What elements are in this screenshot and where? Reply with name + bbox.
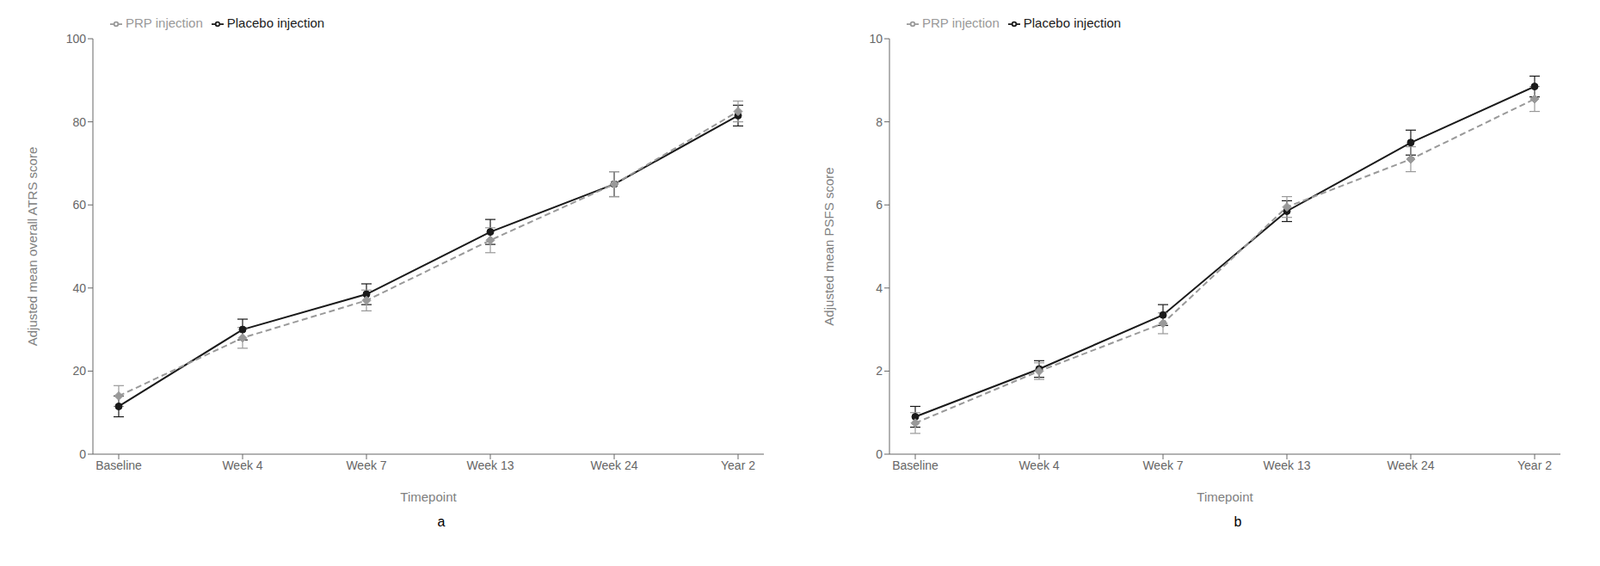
svg-text:6: 6 bbox=[875, 197, 883, 212]
svg-text:Adjusted mean overall ATRS sco: Adjusted mean overall ATRS score bbox=[24, 147, 40, 347]
svg-text:40: 40 bbox=[72, 281, 87, 296]
svg-text:Baseline: Baseline bbox=[892, 458, 939, 473]
svg-text:20: 20 bbox=[72, 363, 87, 378]
svg-text:10: 10 bbox=[868, 31, 883, 46]
svg-text:Year 2: Year 2 bbox=[1517, 458, 1552, 473]
svg-text:8: 8 bbox=[875, 115, 883, 130]
svg-text:Week 4: Week 4 bbox=[1018, 458, 1059, 473]
svg-text:Year 2: Year 2 bbox=[720, 458, 756, 473]
svg-text:0: 0 bbox=[875, 447, 883, 462]
html-text:Placebo injection: Placebo injection bbox=[1023, 15, 1122, 31]
svg-text:60: 60 bbox=[72, 197, 87, 212]
svg-text:4: 4 bbox=[875, 281, 883, 296]
svg-text:Week 7: Week 7 bbox=[1142, 458, 1183, 473]
svg-text:Week 13: Week 13 bbox=[467, 458, 515, 473]
svg-text:Adjusted mean PSFS score: Adjusted mean PSFS score bbox=[821, 166, 837, 326]
svg-text:Timepoint: Timepoint bbox=[1196, 489, 1254, 505]
svg-text:Timepoint: Timepoint bbox=[400, 489, 457, 505]
svg-text:Week 4: Week 4 bbox=[221, 458, 263, 473]
svg-text:Week 7: Week 7 bbox=[345, 458, 387, 473]
svg-text:2: 2 bbox=[875, 363, 883, 378]
html-text:a: a bbox=[437, 514, 446, 530]
html-text:b: b bbox=[1233, 514, 1242, 530]
svg-text:0: 0 bbox=[79, 447, 87, 462]
html-text:Placebo injection: Placebo injection bbox=[226, 15, 325, 31]
svg-text:Baseline: Baseline bbox=[95, 458, 142, 473]
svg-text:Week 24: Week 24 bbox=[590, 458, 639, 473]
svg-text:80: 80 bbox=[72, 115, 87, 130]
svg-text:Week 24: Week 24 bbox=[1387, 458, 1435, 473]
svg-text:100: 100 bbox=[66, 31, 87, 46]
html-text:PRP injection: PRP injection bbox=[125, 15, 203, 31]
svg-text:Week 13: Week 13 bbox=[1263, 458, 1311, 473]
html-text:PRP injection: PRP injection bbox=[922, 15, 1000, 31]
